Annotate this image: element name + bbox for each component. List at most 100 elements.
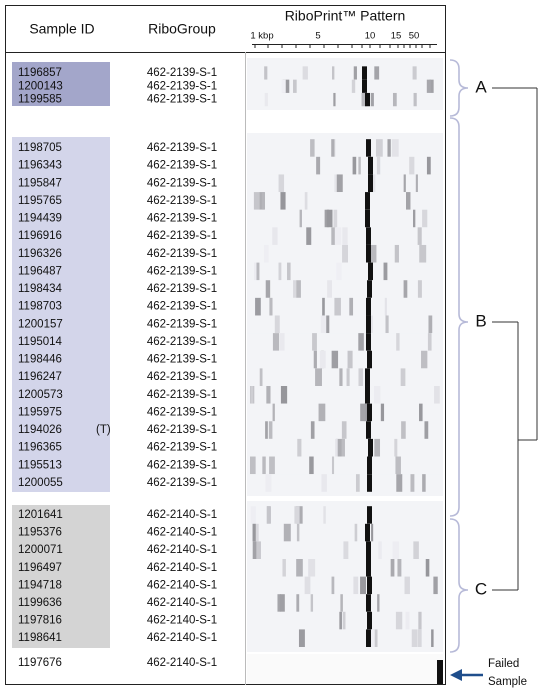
band — [431, 629, 433, 647]
band — [413, 210, 415, 228]
band — [297, 524, 299, 542]
sample-id: 1199636 — [18, 597, 62, 609]
ribogroup: 462-2139-S-1 — [147, 160, 217, 172]
sample-id: 1196247 — [18, 371, 62, 383]
band — [385, 315, 388, 333]
main-band — [365, 93, 370, 106]
gel-lane — [247, 474, 443, 492]
band — [308, 559, 315, 577]
band — [333, 93, 335, 106]
ribogroup: 462-2139-S-1 — [147, 354, 217, 366]
gel-lane — [247, 93, 443, 106]
main-band — [365, 386, 370, 404]
gel-lane — [247, 524, 443, 542]
ribogroup: 462-2139-S-1 — [147, 177, 217, 189]
gel-lane — [247, 333, 443, 351]
band — [334, 210, 338, 228]
ribogroup: 462-2139-S-1 — [147, 406, 217, 418]
band — [300, 210, 302, 228]
band — [396, 474, 402, 492]
gel-lane — [247, 80, 443, 93]
band — [394, 439, 397, 457]
band — [273, 333, 279, 351]
band — [320, 351, 326, 369]
band — [358, 333, 364, 351]
band — [332, 351, 338, 369]
band — [393, 93, 397, 106]
lane-bg — [247, 368, 443, 386]
band — [339, 368, 342, 386]
ribogroup: 462-2139-S-1 — [147, 248, 217, 260]
failed-label: Sample — [488, 676, 527, 688]
lane-bg — [247, 577, 443, 595]
sample-id: 1200071 — [18, 544, 63, 556]
band — [296, 559, 303, 577]
band — [260, 368, 263, 386]
band — [355, 524, 358, 542]
sample-id: 1199585 — [18, 94, 62, 106]
band — [358, 368, 362, 386]
gel-lane — [247, 315, 443, 333]
band — [374, 66, 379, 79]
band — [275, 315, 280, 333]
header-ribogroup: RiboGroup — [148, 21, 216, 37]
band — [342, 421, 347, 439]
band — [339, 612, 342, 630]
main-band — [366, 541, 371, 559]
main-band — [365, 368, 370, 386]
band — [293, 280, 297, 298]
main-band — [367, 474, 372, 492]
sample-note: (T) — [96, 424, 111, 436]
gel-lane — [247, 612, 443, 630]
band — [265, 474, 271, 492]
band — [279, 174, 284, 192]
group-box — [12, 137, 110, 492]
lane-bg — [247, 80, 443, 93]
band — [412, 629, 418, 647]
band — [360, 404, 365, 422]
band — [251, 506, 256, 524]
gel-lane — [247, 139, 443, 157]
sample-id: 1198705 — [18, 142, 62, 154]
failed-arrow — [450, 669, 483, 681]
gel-lane — [247, 351, 443, 369]
gel-lane — [247, 404, 443, 422]
band — [384, 263, 388, 281]
header-pattern: RiboPrint™ Pattern — [285, 8, 406, 24]
gel-lane — [247, 541, 443, 559]
band — [332, 66, 334, 79]
band — [401, 421, 406, 439]
band — [418, 280, 422, 298]
sample-id: 1196916 — [18, 230, 62, 242]
band — [262, 192, 265, 210]
ribogroup: 462-2140-S-1 — [147, 657, 217, 669]
band — [319, 404, 326, 422]
group-brace — [450, 118, 468, 516]
ribogroup: 462-2140-S-1 — [147, 632, 217, 644]
scale-label: 50 — [409, 31, 420, 42]
band — [428, 315, 432, 333]
sample-id: 1194718 — [18, 579, 62, 591]
gel-lane — [247, 245, 443, 263]
ribogroup: 462-2139-S-1 — [147, 67, 217, 79]
band — [371, 524, 373, 542]
band — [387, 139, 390, 157]
band — [269, 298, 272, 316]
band — [427, 80, 431, 93]
sample-id: 1196857 — [18, 67, 62, 79]
lane-bg — [247, 263, 443, 281]
band — [410, 474, 414, 492]
band — [336, 263, 341, 281]
band — [265, 93, 268, 106]
band — [309, 457, 313, 475]
band — [314, 351, 317, 369]
band — [427, 157, 431, 175]
ribogroup: 462-2139-S-1 — [147, 318, 217, 330]
main-band — [366, 315, 371, 333]
ribogroup: 462-2139-S-1 — [147, 336, 217, 348]
main-band — [366, 298, 371, 316]
main-band — [365, 192, 370, 210]
lane-bg — [247, 506, 443, 524]
failed-lane — [247, 654, 443, 684]
band — [316, 157, 320, 175]
